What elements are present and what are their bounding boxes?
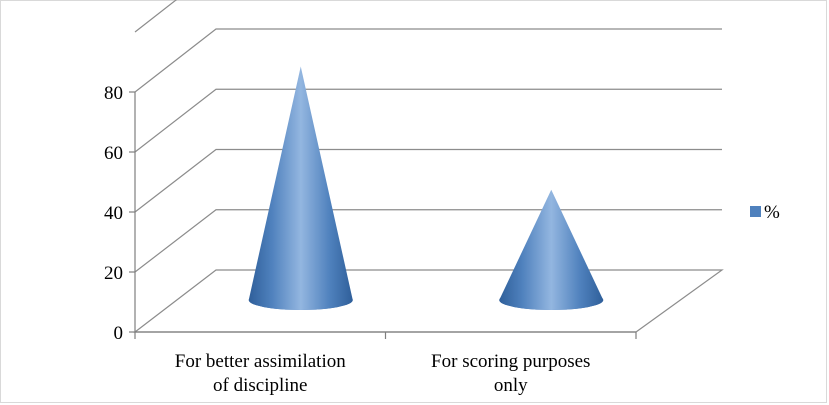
- y-tick-label: 0: [114, 323, 124, 344]
- gridlines: [135, 0, 722, 272]
- cone-2: [499, 190, 603, 310]
- cone-body: [249, 67, 353, 310]
- y-tick-label: 40: [104, 203, 123, 224]
- gridline: [135, 0, 722, 32]
- floor: [135, 270, 722, 332]
- x-tick-label: For better assimilation: [175, 351, 346, 372]
- legend: %: [750, 202, 780, 223]
- gridline: [135, 210, 722, 272]
- axes: [129, 92, 722, 339]
- x-tick-label: For scoring purposes: [431, 351, 590, 372]
- cones: [249, 67, 604, 310]
- legend-label: %: [764, 202, 780, 223]
- gridline: [135, 89, 722, 152]
- x-tick-label: only: [494, 375, 528, 396]
- y-tick-label: 80: [104, 83, 123, 104]
- y-tick-label: 20: [104, 263, 123, 284]
- cone-body: [499, 190, 603, 310]
- cone-1: [249, 67, 353, 310]
- legend-swatch: [750, 206, 761, 217]
- y-tick-label: 60: [104, 143, 123, 164]
- gridline: [135, 150, 722, 213]
- x-tick-label: of discipline: [213, 375, 307, 396]
- gridline: [135, 29, 722, 92]
